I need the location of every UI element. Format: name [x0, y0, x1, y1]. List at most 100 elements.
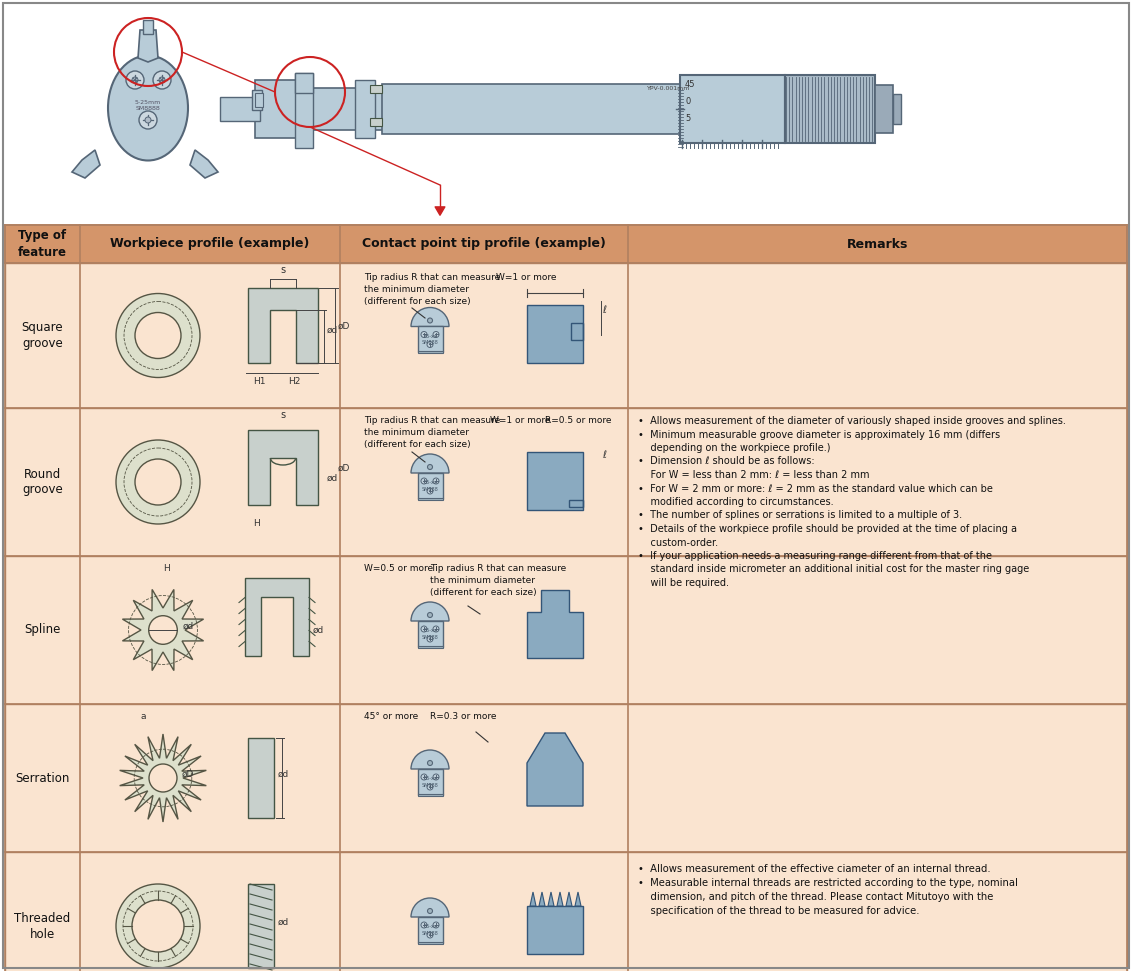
Bar [5, 556, 1127, 704]
Polygon shape [528, 452, 583, 510]
Bar [220, 97, 260, 121]
Text: custom-order.: custom-order. [638, 538, 718, 548]
Text: a: a [140, 712, 146, 721]
Bar [5, 704, 1127, 852]
Bar [252, 90, 261, 110]
Bar [418, 794, 443, 796]
Text: will be required.: will be required. [638, 578, 729, 588]
Circle shape [115, 884, 200, 968]
Text: Threaded
hole: Threaded hole [15, 912, 70, 941]
Bar [418, 498, 443, 500]
Bar [5, 263, 1127, 408]
Bar [5, 852, 1127, 971]
Text: 45° or more: 45° or more [365, 712, 418, 721]
Text: øD: øD [182, 769, 195, 779]
Circle shape [427, 342, 434, 348]
Text: R=0.3 or more: R=0.3 or more [430, 712, 497, 721]
Text: •  For W = 2 mm or more: ℓ = 2 mm as the standard value which can be: • For W = 2 mm or more: ℓ = 2 mm as the … [638, 484, 993, 493]
Text: •  If your application needs a measuring range different from that of the: • If your application needs a measuring … [638, 551, 992, 561]
Bar [418, 917, 443, 943]
Text: depending on the workpiece profile.): depending on the workpiece profile.) [638, 443, 831, 453]
Text: W=0.5 or more: W=0.5 or more [365, 564, 434, 573]
Text: Type of
feature: Type of feature [18, 229, 67, 258]
Circle shape [428, 909, 432, 914]
Text: øD: øD [337, 463, 350, 473]
Polygon shape [248, 430, 318, 505]
Text: Tip radius R that can measure
the minimum diameter
(different for each size): Tip radius R that can measure the minimu… [365, 416, 500, 449]
Wedge shape [411, 750, 449, 769]
Circle shape [427, 784, 434, 790]
Text: ød: ød [314, 625, 324, 634]
Circle shape [428, 464, 432, 470]
Polygon shape [138, 30, 158, 62]
Text: ℓ: ℓ [602, 305, 606, 315]
Text: Tip radius R that can measure
the minimum diameter
(different for each size): Tip radius R that can measure the minimu… [365, 273, 500, 306]
Bar [418, 621, 443, 647]
Text: øD: øD [337, 321, 350, 330]
Text: •  Allows measurement of the diameter of variously shaped inside grooves and spl: • Allows measurement of the diameter of … [638, 416, 1066, 426]
Bar [418, 769, 443, 795]
Circle shape [135, 313, 181, 358]
Text: modified according to circumstances.: modified according to circumstances. [638, 497, 833, 507]
Bar [295, 88, 700, 130]
Text: ød: ød [278, 918, 290, 926]
Bar [255, 80, 300, 138]
Polygon shape [528, 733, 583, 806]
Text: 45: 45 [685, 80, 695, 89]
Bar [784, 75, 875, 143]
Text: •  Minimum measurable groove diameter is approximately 16 mm (differs: • Minimum measurable groove diameter is … [638, 429, 1001, 440]
Polygon shape [528, 906, 583, 954]
Bar [295, 73, 314, 148]
Bar [370, 118, 381, 126]
Polygon shape [72, 150, 100, 178]
Bar [418, 473, 443, 499]
Text: dimension, and pitch of the thread. Please contact Mitutoyo with the: dimension, and pitch of the thread. Plea… [638, 892, 994, 902]
Circle shape [139, 111, 157, 129]
Circle shape [434, 922, 439, 928]
Text: YPV-0.001mm: YPV-0.001mm [648, 86, 691, 91]
Text: ød: ød [278, 769, 290, 779]
Text: H2: H2 [288, 377, 300, 386]
Text: For W = less than 2 mm: ℓ = less than 2 mm: For W = less than 2 mm: ℓ = less than 2 … [638, 470, 869, 480]
Text: 35-xx
SM888: 35-xx SM888 [421, 628, 438, 640]
Polygon shape [528, 306, 583, 363]
Circle shape [421, 478, 427, 484]
Circle shape [421, 922, 427, 928]
Bar [418, 646, 443, 648]
Circle shape [421, 331, 427, 338]
Bar [381, 84, 702, 134]
Circle shape [115, 440, 200, 524]
Polygon shape [548, 892, 554, 906]
Text: 35-xx
SM888: 35-xx SM888 [421, 924, 438, 936]
Circle shape [427, 932, 434, 938]
Text: W=1 or more: W=1 or more [490, 416, 550, 425]
Bar [255, 93, 263, 107]
Text: 5-25mm
SM8888: 5-25mm SM8888 [135, 100, 161, 112]
Polygon shape [539, 892, 544, 906]
Text: Serration: Serration [16, 772, 70, 785]
Bar [418, 942, 443, 944]
Bar [248, 738, 274, 818]
Polygon shape [566, 892, 572, 906]
Text: 35-xx
SM888: 35-xx SM888 [421, 777, 438, 787]
Text: H: H [254, 519, 259, 528]
Bar [5, 225, 1127, 263]
Bar [875, 85, 893, 133]
Circle shape [427, 488, 434, 494]
Circle shape [145, 117, 151, 123]
Circle shape [427, 636, 434, 642]
Text: 5: 5 [685, 114, 691, 123]
Polygon shape [248, 288, 318, 363]
Polygon shape [245, 578, 309, 656]
Polygon shape [190, 150, 218, 178]
Text: ℓ: ℓ [602, 450, 606, 460]
Text: Remarks: Remarks [847, 238, 908, 251]
Text: W=1 or more: W=1 or more [496, 273, 557, 282]
Text: Contact point tip profile (example): Contact point tip profile (example) [362, 238, 606, 251]
Text: Round
groove: Round groove [23, 467, 63, 496]
Text: s: s [281, 265, 285, 275]
Bar [370, 85, 381, 93]
Polygon shape [528, 590, 583, 658]
Circle shape [149, 764, 177, 792]
Text: s: s [281, 410, 285, 420]
